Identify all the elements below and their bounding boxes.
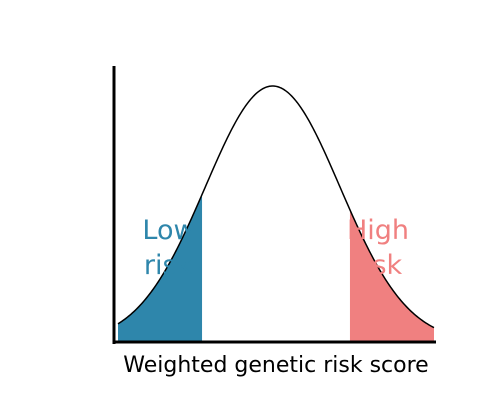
low-risk-tail-area	[118, 194, 203, 342]
low-risk-label-line-1: Low	[142, 215, 195, 246]
distribution-curve	[117, 85, 435, 329]
high-risk-tail-area	[349, 209, 434, 342]
high-risk-label-line-1: High	[347, 215, 409, 246]
low-risk-label-line-2: risk	[144, 250, 193, 281]
x-axis-label: Weighted genetic risk score	[123, 353, 428, 378]
high-risk-label-line-2: risk	[354, 250, 403, 281]
